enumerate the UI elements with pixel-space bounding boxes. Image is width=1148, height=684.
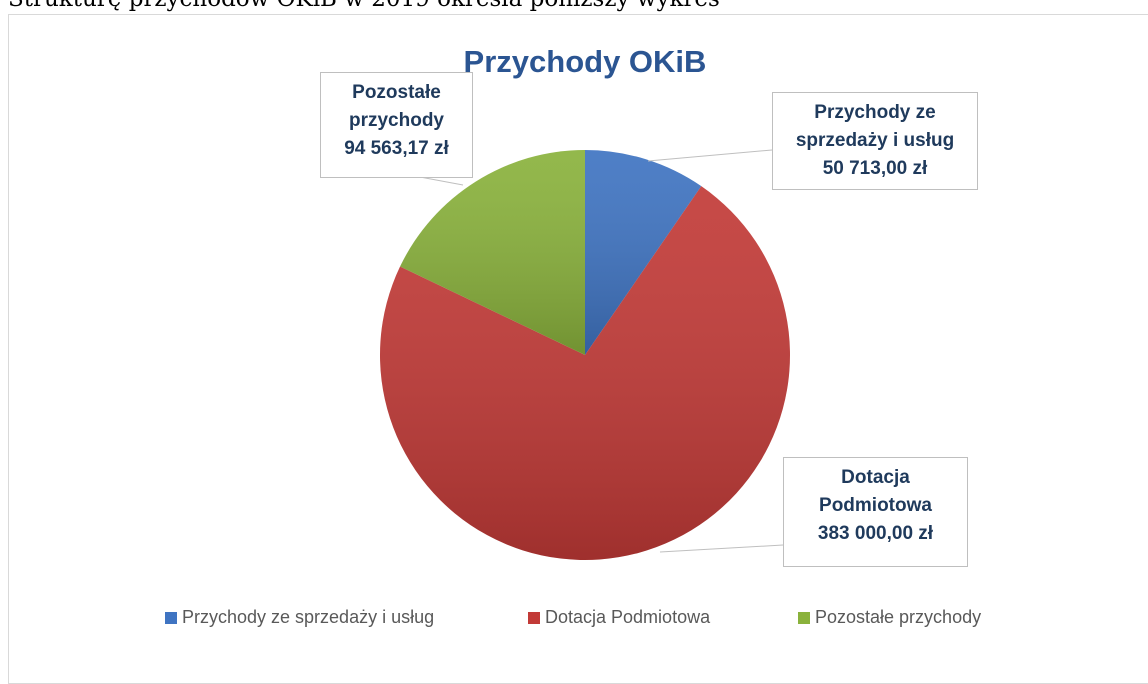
leader-line bbox=[419, 176, 464, 186]
legend-item: Przychody ze sprzedaży i usług bbox=[165, 607, 434, 628]
chart-title: Przychody OKiB bbox=[464, 44, 707, 79]
label-value: 94 563,17 zł bbox=[344, 138, 449, 159]
legend-label: Dotacja Podmiotowa bbox=[545, 607, 711, 627]
legend-label: Pozostałe przychody bbox=[815, 607, 982, 627]
label-name: Przychody ze sprzedaży i usług bbox=[795, 102, 955, 151]
legend-item: Pozostałe przychody bbox=[798, 607, 981, 628]
slice-shade bbox=[379, 186, 790, 560]
leader-line bbox=[659, 544, 784, 553]
data-label: Przychody ze sprzedaży i usług 50 713,00 … bbox=[772, 92, 978, 190]
legend-item: Dotacja Podmiotowa bbox=[528, 607, 710, 628]
label-value: 50 713,00 zł bbox=[822, 158, 928, 179]
slice-group bbox=[379, 186, 790, 560]
intro-text: Strukturę przychodów OKiB w 2019 określa… bbox=[8, 0, 720, 12]
slice-group bbox=[400, 150, 585, 355]
label-name: Dotacja Podmiotowa bbox=[819, 467, 932, 516]
legend-swatch bbox=[165, 612, 177, 624]
slice-shade bbox=[400, 150, 585, 355]
data-label: Pozostałe przychody 94 563,17 zł bbox=[320, 72, 473, 178]
slice-group bbox=[585, 150, 702, 355]
data-label: Dotacja Podmiotowa 383 000,00 zł bbox=[783, 457, 968, 567]
legend-label: Przychody ze sprzedaży i usług bbox=[182, 607, 435, 627]
slice-shade bbox=[585, 150, 702, 355]
legend-swatch bbox=[798, 612, 810, 624]
label-value: 383 000,00 zł bbox=[817, 523, 934, 544]
label-name: Pozostałe przychody bbox=[348, 82, 445, 131]
legend-swatch bbox=[528, 612, 540, 624]
leader-line bbox=[647, 149, 773, 162]
